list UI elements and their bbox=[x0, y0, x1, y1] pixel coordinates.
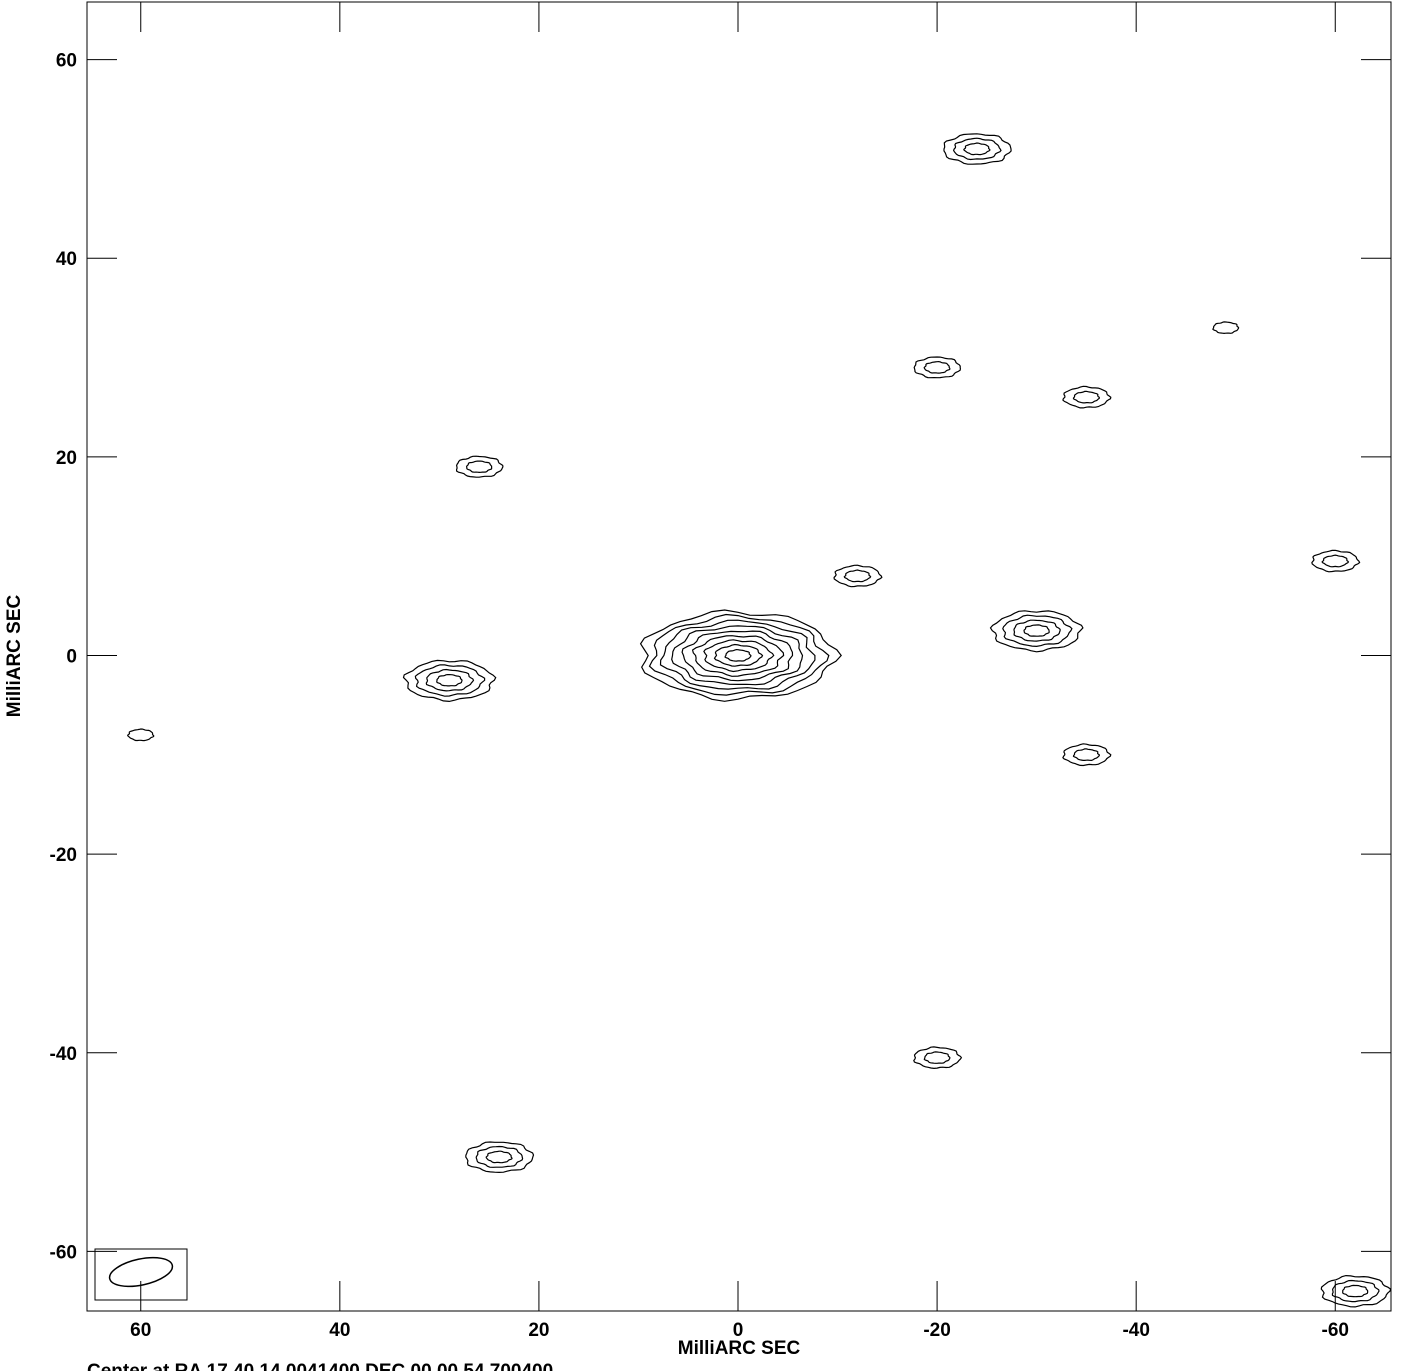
y-tick-label: -60 bbox=[50, 1242, 77, 1263]
x-tick-label: -40 bbox=[1122, 1320, 1149, 1341]
contour bbox=[1023, 624, 1050, 637]
y-tick-label: 20 bbox=[56, 448, 77, 469]
contour bbox=[713, 643, 764, 667]
contour bbox=[671, 625, 804, 686]
contour bbox=[1062, 743, 1112, 767]
contour bbox=[1311, 549, 1361, 573]
plot-area bbox=[127, 133, 1391, 1308]
contour bbox=[475, 1145, 524, 1168]
contour bbox=[843, 569, 872, 583]
plot-frame bbox=[86, 1, 1392, 1312]
contour bbox=[414, 664, 486, 697]
contour bbox=[724, 648, 752, 662]
contour bbox=[691, 635, 785, 677]
contour bbox=[1002, 614, 1073, 648]
x-tick-label: 0 bbox=[733, 1320, 744, 1341]
contour bbox=[127, 728, 155, 742]
caption: Center at RA 17 40 14.0041400 DEC 00 00 … bbox=[87, 1361, 553, 1371]
x-tick-label: 20 bbox=[528, 1320, 549, 1341]
x-tick-label: 60 bbox=[130, 1320, 151, 1341]
contour bbox=[1331, 1279, 1380, 1303]
contour bbox=[425, 668, 475, 692]
y-axis-label: MilliARC SEC bbox=[4, 594, 25, 717]
x-tick-label: 40 bbox=[329, 1320, 350, 1341]
contour bbox=[1072, 390, 1101, 404]
contour bbox=[923, 1051, 951, 1064]
contour bbox=[485, 1150, 513, 1164]
contour bbox=[1062, 385, 1112, 409]
y-tick-label: 40 bbox=[56, 249, 77, 270]
contour bbox=[1321, 554, 1350, 568]
contour bbox=[943, 133, 1012, 165]
contour bbox=[913, 1046, 963, 1070]
contour bbox=[1013, 619, 1061, 642]
contour bbox=[703, 639, 775, 673]
contour bbox=[1212, 321, 1240, 335]
x-tick-label: -60 bbox=[1322, 1320, 1349, 1341]
y-tick-label: 0 bbox=[66, 647, 77, 668]
y-tick-label: 60 bbox=[56, 51, 77, 72]
contour bbox=[402, 659, 497, 703]
contour bbox=[989, 610, 1084, 653]
y-tick-label: -20 bbox=[50, 845, 77, 866]
contour bbox=[639, 609, 842, 702]
contour bbox=[923, 360, 951, 374]
x-axis-label: MilliARC SEC bbox=[678, 1338, 801, 1359]
contour bbox=[1320, 1274, 1391, 1308]
contour bbox=[436, 673, 463, 687]
contour bbox=[465, 460, 493, 474]
beam bbox=[108, 1256, 174, 1288]
contour bbox=[952, 137, 1002, 161]
contour bbox=[1072, 748, 1100, 762]
contour bbox=[465, 1141, 535, 1174]
y-tick-label: -40 bbox=[50, 1044, 77, 1065]
contour bbox=[913, 356, 962, 379]
contour bbox=[648, 613, 830, 696]
contour bbox=[833, 564, 883, 588]
contour bbox=[659, 619, 816, 690]
contour bbox=[1342, 1284, 1369, 1298]
x-tick-label: -20 bbox=[923, 1320, 950, 1341]
contour bbox=[455, 455, 504, 478]
contour bbox=[681, 630, 794, 682]
contour bbox=[963, 142, 991, 156]
